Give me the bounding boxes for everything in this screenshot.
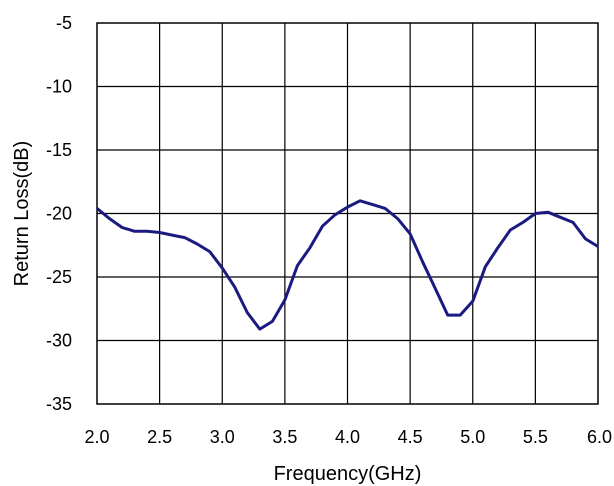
y-tick-label: -30 bbox=[46, 331, 72, 351]
x-tick-label: 6.0 bbox=[587, 427, 612, 447]
y-axis-title: Return Loss(dB) bbox=[11, 141, 33, 287]
x-tick-label: 2.0 bbox=[84, 427, 109, 447]
x-tick-label: 4.0 bbox=[335, 427, 360, 447]
series-lines bbox=[96, 199, 599, 331]
y-tick-label: -5 bbox=[56, 13, 72, 33]
x-tick-label: 2.5 bbox=[147, 427, 172, 447]
return-loss-line bbox=[96, 199, 599, 331]
grid-lines bbox=[97, 23, 598, 404]
plot-area-frame bbox=[96, 22, 599, 405]
y-tick-label: -35 bbox=[46, 394, 72, 414]
x-tick-label: 3.5 bbox=[272, 427, 297, 447]
x-tick-label: 5.5 bbox=[523, 427, 548, 447]
y-tick-label: -20 bbox=[46, 204, 72, 224]
y-tick-label: -15 bbox=[46, 140, 72, 160]
y-tick-labels: -5 -10 -15 -20 -25 -30 -35 bbox=[46, 13, 72, 414]
x-tick-label: 4.5 bbox=[398, 427, 423, 447]
x-tick-label: 3.0 bbox=[210, 427, 235, 447]
y-tick-label: -25 bbox=[46, 267, 72, 287]
x-axis-title: Frequency(GHz) bbox=[274, 463, 422, 485]
x-tick-label: 5.0 bbox=[460, 427, 485, 447]
x-tick-labels: 2.0 2.5 3.0 3.5 4.0 4.5 5.0 5.5 6.0 bbox=[84, 427, 612, 447]
y-tick-label: -10 bbox=[46, 77, 72, 97]
